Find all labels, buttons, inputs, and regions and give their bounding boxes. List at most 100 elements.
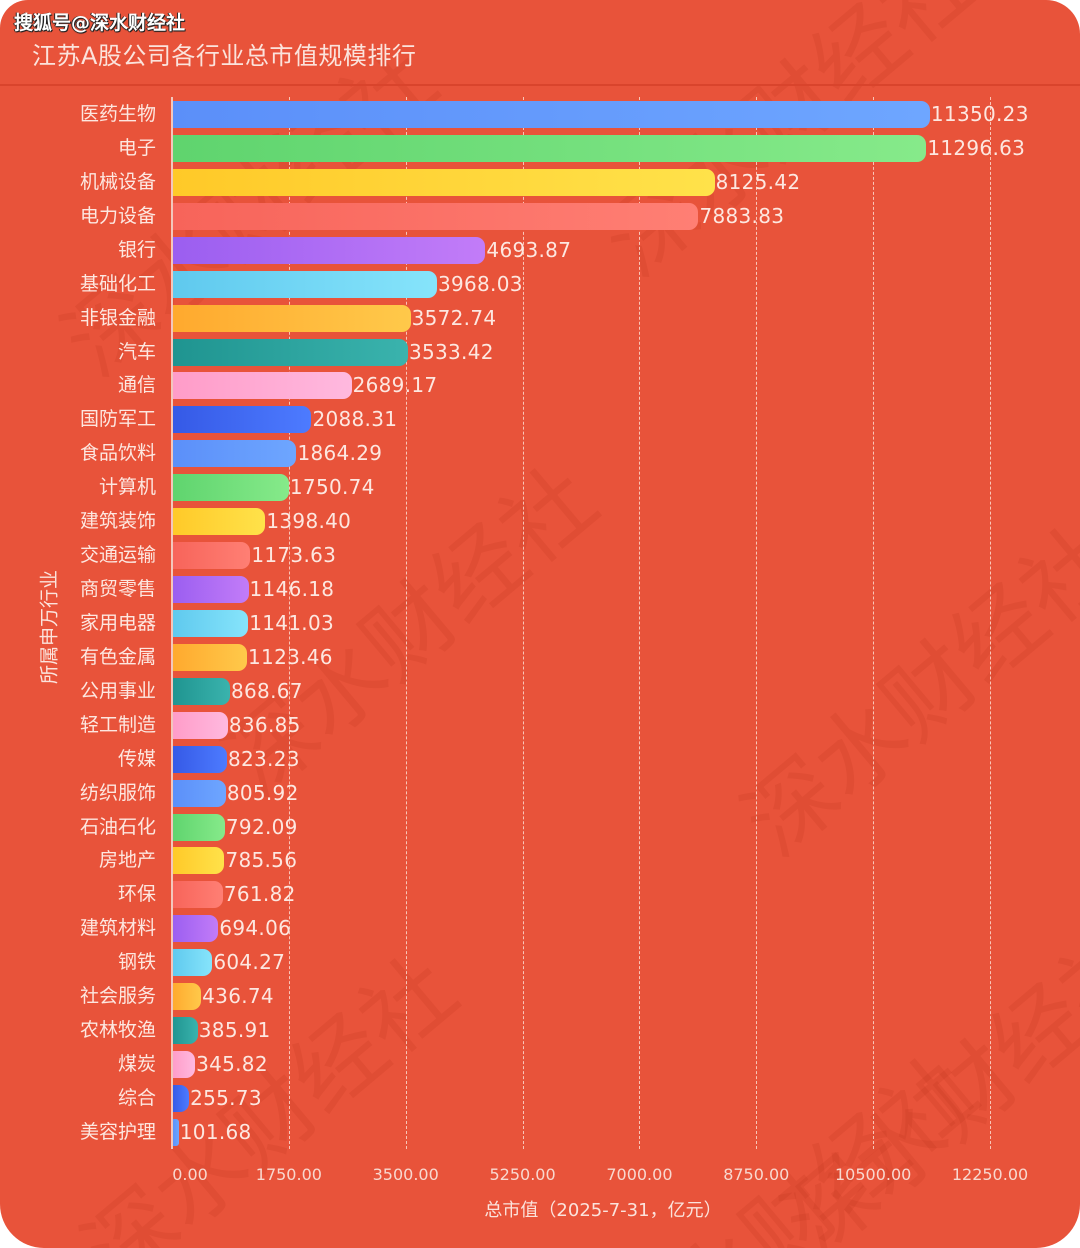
bar[interactable] — [172, 711, 228, 739]
value-label: 436.74 — [202, 984, 274, 1009]
bar[interactable] — [172, 270, 437, 298]
bar[interactable] — [172, 576, 249, 604]
gridline — [522, 97, 524, 1149]
bar[interactable] — [172, 406, 312, 434]
bar[interactable] — [172, 474, 289, 502]
value-label: 385.91 — [198, 1018, 271, 1043]
value-label: 836.85 — [228, 712, 301, 737]
x-tick-label: 8750.00 — [723, 1165, 790, 1184]
value-label: 785.56 — [225, 848, 298, 873]
bar[interactable] — [172, 236, 486, 264]
bar[interactable] — [172, 949, 213, 977]
gridline — [990, 97, 991, 1149]
bar[interactable] — [172, 745, 227, 773]
category-label: 基础化工 — [79, 272, 156, 295]
bar-row: 基础化工 3968.03 — [0, 268, 1080, 302]
bar[interactable] — [172, 542, 251, 570]
bar[interactable] — [172, 779, 226, 807]
bar[interactable] — [172, 915, 219, 943]
bar[interactable] — [172, 134, 927, 162]
value-label: 2689.17 — [352, 373, 438, 398]
bar[interactable] — [172, 168, 715, 196]
category-label: 综合 — [117, 1086, 156, 1109]
bar-row: 食品饮料 1864.29 — [0, 437, 1080, 471]
bar[interactable] — [172, 101, 930, 128]
bar[interactable] — [172, 1051, 196, 1079]
bar-row: 汽车 3533.42 — [0, 336, 1080, 370]
bar-row: 非银金融 3572.74 — [0, 302, 1080, 336]
value-label: 761.82 — [223, 882, 296, 907]
gridline — [873, 97, 875, 1149]
bar[interactable] — [172, 609, 249, 637]
source-watermark: 搜狐号@深水财经社 — [14, 12, 186, 34]
category-label: 汽车 — [117, 340, 156, 363]
bar[interactable] — [172, 202, 699, 230]
x-tick-label: 12250.00 — [951, 1165, 1029, 1184]
bar[interactable] — [172, 508, 266, 536]
bar[interactable] — [172, 847, 225, 875]
y-axis-line — [171, 97, 173, 1149]
value-label: 3533.42 — [408, 339, 494, 364]
category-label: 环保 — [117, 883, 156, 906]
value-label: 1864.29 — [297, 441, 383, 466]
bar-row: 建筑材料 694.06 — [0, 912, 1080, 946]
category-label: 商贸零售 — [79, 578, 156, 601]
category-label: 农林牧渔 — [79, 1019, 156, 1042]
bar-row: 通信 2689.17 — [0, 369, 1080, 403]
bar-row: 农林牧渔 385.91 — [0, 1014, 1080, 1048]
category-label: 家用电器 — [79, 611, 156, 634]
bar[interactable] — [172, 1084, 190, 1112]
bar-row: 国防军工 2088.31 — [0, 403, 1080, 437]
bar[interactable] — [172, 813, 225, 841]
bar[interactable] — [172, 881, 223, 909]
category-label: 传媒 — [117, 747, 156, 770]
value-label: 1750.74 — [289, 475, 375, 500]
bar-row: 银行 4693.87 — [0, 234, 1080, 268]
category-label: 通信 — [117, 374, 156, 397]
value-label: 823.23 — [227, 746, 300, 771]
category-label: 有色金属 — [79, 645, 156, 668]
bar-row: 计算机 1750.74 — [0, 471, 1080, 505]
value-label: 694.06 — [219, 916, 292, 941]
gridline — [756, 97, 758, 1149]
value-label: 1146.18 — [249, 577, 335, 602]
bar-row: 钢铁 604.27 — [0, 946, 1080, 980]
bar-row: 社会服务 436.74 — [0, 980, 1080, 1014]
category-label: 钢铁 — [117, 951, 156, 974]
bar-row: 美容护理 101.68 — [0, 1116, 1080, 1150]
category-label: 轻工制造 — [79, 713, 156, 736]
bar[interactable] — [172, 440, 297, 468]
bar[interactable] — [172, 677, 230, 705]
category-label: 电力设备 — [79, 204, 156, 227]
category-label: 房地产 — [98, 849, 156, 872]
bar[interactable] — [172, 983, 202, 1011]
bar-row: 有色金属 1123.46 — [0, 641, 1080, 675]
value-label: 2088.31 — [312, 407, 398, 432]
category-label: 公用事业 — [79, 679, 156, 702]
bar[interactable] — [172, 338, 408, 366]
bar-row: 电力设备 7883.83 — [0, 200, 1080, 234]
value-label: 3572.74 — [411, 305, 497, 330]
value-label: 805.92 — [226, 780, 299, 805]
category-label: 煤炭 — [117, 1053, 156, 1076]
bar[interactable] — [172, 304, 411, 332]
category-label: 社会服务 — [79, 985, 156, 1008]
x-tick-label: 3500.00 — [372, 1165, 439, 1184]
category-label: 医药生物 — [79, 103, 156, 125]
x-axis-title: 总市值（2025-7-31，亿元） — [484, 1200, 722, 1221]
value-label: 11296.63 — [927, 135, 1026, 160]
category-label: 食品饮料 — [79, 442, 156, 465]
category-label: 石油石化 — [79, 815, 156, 838]
bar-row: 煤炭 345.82 — [0, 1048, 1080, 1082]
bar[interactable] — [172, 643, 248, 671]
bar-row: 轻工制造 836.85 — [0, 709, 1080, 743]
value-label: 604.27 — [213, 950, 286, 975]
bar[interactable] — [172, 1017, 198, 1045]
bar-row: 医药生物 11350.23 — [0, 98, 1080, 132]
x-tick-label: 7000.00 — [606, 1165, 673, 1184]
bar[interactable] — [172, 372, 352, 400]
bar-row: 房地产 785.56 — [0, 844, 1080, 878]
bar[interactable] — [172, 1118, 179, 1146]
value-label: 868.67 — [231, 678, 303, 703]
bar-row: 商贸零售 1146.18 — [0, 573, 1080, 607]
